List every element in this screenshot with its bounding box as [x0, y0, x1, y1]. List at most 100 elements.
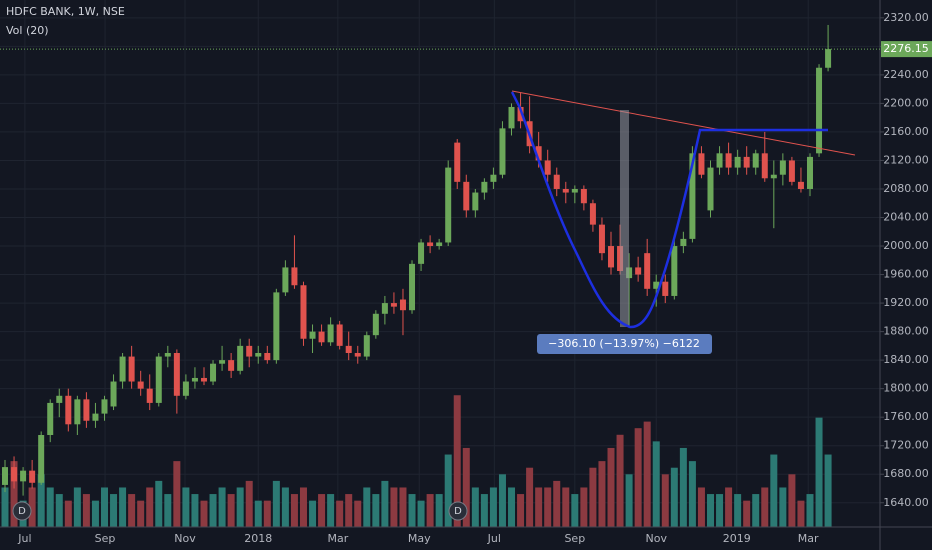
x-tick-label: 2019: [723, 532, 751, 545]
dividend-marker[interactable]: [448, 501, 468, 521]
candle-body: [354, 352, 361, 357]
volume-bar: [752, 494, 760, 527]
volume-bar: [309, 500, 317, 527]
volume-bar: [815, 417, 823, 527]
candle-body: [418, 242, 425, 264]
volume-bar: [508, 487, 516, 527]
candles: [2, 24, 832, 496]
candle-body: [74, 399, 81, 425]
candle-body: [237, 345, 244, 371]
cup-handle: [510, 91, 828, 329]
candle-body: [345, 345, 352, 353]
candle-body: [246, 345, 253, 357]
candle-body: [119, 356, 126, 382]
candle-body: [779, 160, 786, 175]
candle-body: [173, 352, 180, 396]
volume-bar: [580, 487, 588, 527]
candle-body: [671, 246, 678, 296]
candle-body: [318, 331, 325, 343]
volume-bar: [806, 494, 814, 527]
x-tick-label: 2018: [244, 532, 272, 545]
volume-bar: [607, 447, 615, 527]
candle-body: [635, 267, 642, 275]
volume-bar: [200, 500, 208, 527]
volume-bar: [173, 461, 181, 527]
candle-body: [327, 324, 334, 343]
volume-bar: [652, 441, 660, 527]
candle-body: [825, 49, 832, 68]
candle-body: [29, 470, 36, 483]
candle-body: [219, 360, 226, 364]
volume-bar: [46, 487, 54, 527]
volume-label: Vol (20): [6, 24, 49, 37]
volume-bar: [824, 454, 832, 527]
volume-bar: [119, 487, 127, 527]
candle-body: [562, 188, 569, 193]
volume-bar: [553, 480, 561, 527]
volume-bar: [661, 474, 669, 527]
measure-box: [537, 334, 712, 354]
volume-bar: [354, 500, 362, 527]
y-tick-label: 1880.00: [883, 325, 929, 338]
candle-body: [544, 160, 551, 175]
candle-body: [436, 242, 443, 247]
candle-body: [155, 356, 162, 403]
volume-bar: [399, 487, 407, 527]
volume-bar: [670, 467, 678, 527]
candle-body: [806, 156, 813, 189]
candle-body: [797, 181, 804, 189]
dividend-marker[interactable]: [12, 501, 32, 521]
volume-bar: [245, 480, 253, 527]
y-tick-label: 1920.00: [883, 296, 929, 309]
candle-body: [101, 399, 108, 414]
volume-bar: [517, 494, 525, 527]
candle-body: [146, 388, 153, 403]
candle-body: [128, 356, 135, 382]
candle-body: [200, 377, 207, 382]
y-tick-label: 1680.00: [883, 467, 929, 480]
candle-body: [20, 470, 27, 482]
volume-bar: [697, 487, 705, 527]
volume-bar: [706, 494, 714, 527]
candle-body: [553, 174, 560, 189]
volume-bar: [390, 487, 398, 527]
volume-bar: [426, 494, 434, 527]
volume-bar: [489, 487, 497, 527]
volume-bar: [91, 500, 99, 527]
volume-bar: [146, 487, 154, 527]
volume-bar: [797, 500, 805, 527]
volume-bar: [191, 494, 199, 527]
y-tick-label: 2160.00: [883, 125, 929, 138]
volume-bar: [209, 494, 217, 527]
volume-bar: [327, 494, 335, 527]
candle-body: [336, 324, 343, 346]
candle-body: [752, 153, 759, 168]
volume-bar: [318, 494, 326, 527]
candle-body: [589, 203, 596, 225]
candle-body: [571, 188, 578, 193]
volume-bar: [155, 480, 163, 527]
candle-body: [626, 267, 633, 279]
volume-bar: [770, 454, 778, 527]
candle-body: [381, 303, 388, 314]
volume-bar: [417, 500, 425, 527]
volume-bar: [598, 461, 606, 527]
volume-bar: [227, 494, 235, 527]
candle-body: [182, 381, 189, 396]
y-tick-label: 2000.00: [883, 239, 929, 252]
volume-bar: [55, 494, 63, 527]
candle-body: [291, 267, 298, 286]
last-price-box: [881, 41, 932, 58]
trend-line: [511, 90, 856, 156]
volume-bar: [164, 494, 172, 527]
candle-body: [644, 253, 651, 289]
volume-bar: [435, 494, 443, 527]
candle-body: [409, 263, 416, 311]
candle-body: [598, 224, 605, 254]
volume-bar: [408, 494, 416, 527]
candle-body: [662, 281, 669, 296]
candle-body: [47, 402, 54, 436]
candle-body: [228, 360, 235, 371]
volume-bar: [480, 494, 488, 527]
